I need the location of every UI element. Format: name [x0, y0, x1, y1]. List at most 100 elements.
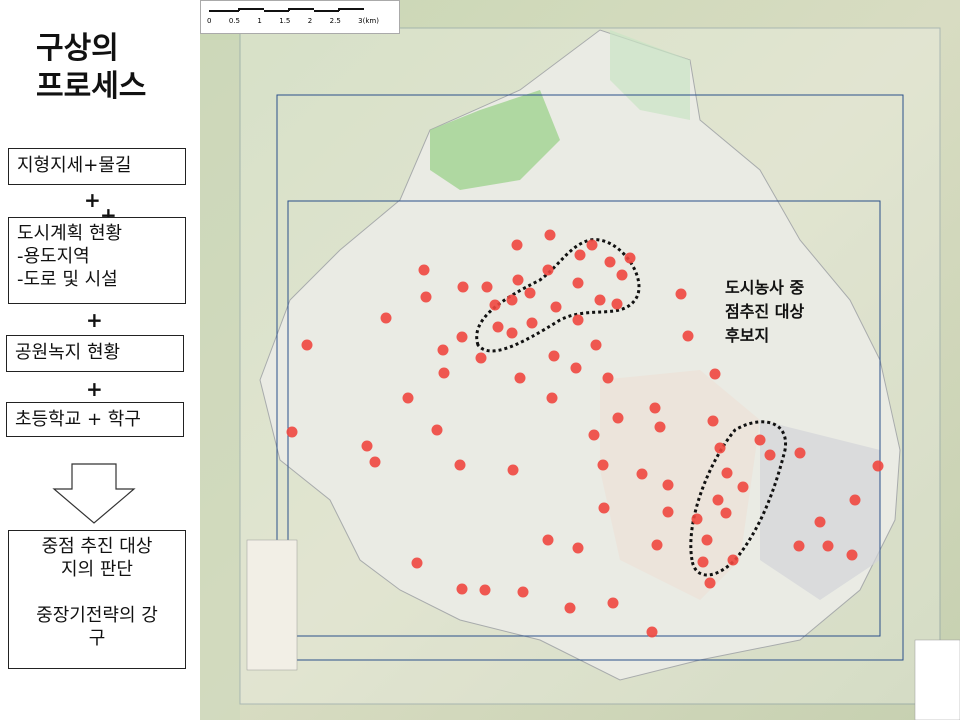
candidate-dot [517, 586, 529, 598]
candidate-dot [612, 412, 624, 424]
candidate-dot [479, 584, 491, 596]
candidate-dot [454, 459, 466, 471]
candidate-dot [492, 321, 504, 333]
candidate-dot [572, 277, 584, 289]
candidate-dot [588, 429, 600, 441]
annotation-line: 점추진 대상 [725, 302, 805, 321]
candidate-dot [574, 249, 586, 261]
candidate-dot [475, 352, 487, 364]
candidate-dot [286, 426, 298, 438]
candidate-dot [506, 294, 518, 306]
candidate-dot [542, 264, 554, 276]
plus-sign: + [86, 308, 103, 332]
candidate-dot [512, 274, 524, 286]
candidate-dot [754, 434, 766, 446]
candidate-outline-east [689, 420, 787, 577]
result-text: 구 [88, 628, 106, 649]
annotation-line: 후보지 [725, 326, 770, 345]
step-urban-plan: 도시계획 현황 -용도지역 -도로 및 시설 [8, 217, 186, 304]
park-area [610, 30, 690, 120]
plus-sign: + [84, 188, 101, 212]
map-edge [200, 40, 240, 720]
candidate-dot [654, 421, 666, 433]
candidate-dot [301, 339, 313, 351]
scale-tick: 1.5 [279, 17, 291, 25]
candidate-dots [286, 229, 884, 638]
frame-inner [287, 200, 881, 637]
candidate-dot [849, 494, 861, 506]
candidate-dot [624, 252, 636, 264]
candidate-dot [506, 327, 518, 339]
candidate-dot [712, 494, 724, 506]
candidate-dot [727, 554, 739, 566]
candidate-dot [794, 447, 806, 459]
candidate-dot [594, 294, 606, 306]
candidate-dot [846, 549, 858, 561]
candidate-dot [597, 459, 609, 471]
candidate-dot [457, 281, 469, 293]
result-text: 중장기전략의 강 [36, 605, 158, 626]
scale-tick: 0 [207, 17, 212, 25]
candidate-dot [586, 239, 598, 251]
candidate-dot [714, 442, 726, 454]
candidate-dot [701, 534, 713, 546]
candidate-dot [369, 456, 381, 468]
candidate-dot [546, 392, 558, 404]
city-map[interactable] [200, 0, 960, 720]
candidate-dot [675, 288, 687, 300]
candidate-dot [514, 372, 526, 384]
candidate-dot [456, 583, 468, 595]
candidate-dot [607, 597, 619, 609]
slide-title: 구상의 프로세스 [36, 30, 146, 106]
step-text: 도시계획 현황 [17, 223, 123, 244]
candidate-dot [662, 479, 674, 491]
scale-tick: 2.5 [329, 17, 341, 25]
candidate-dot [704, 577, 716, 589]
spacer [17, 581, 177, 604]
candidate-dot [544, 229, 556, 241]
candidate-dot [431, 424, 443, 436]
scale-bar-line [209, 8, 364, 12]
candidate-dot [697, 556, 709, 568]
frame-middle [276, 94, 904, 661]
step-text: 지형지세+물길 [17, 155, 132, 176]
candidate-dot [721, 467, 733, 479]
candidate-dot [651, 539, 663, 551]
result-box: 중점 추진 대상 지의 판단 중장기전략의 강 구 [8, 530, 186, 669]
candidate-annotation: 도시농사 중 점추진 대상 후보지 [725, 276, 855, 348]
title-line-2: 프로세스 [36, 69, 147, 104]
result-text: 지의 판단 [61, 559, 133, 580]
candidate-dot [611, 298, 623, 310]
candidate-dot [636, 468, 648, 480]
candidate-dot [707, 415, 719, 427]
candidate-dot [526, 317, 538, 329]
candidate-dot [507, 464, 519, 476]
candidate-dot [872, 460, 884, 472]
candidate-dot [438, 367, 450, 379]
step-parks: 공원녹지 현황 [6, 335, 184, 372]
candidate-dot [481, 281, 493, 293]
candidate-dot [590, 339, 602, 351]
candidate-dot [564, 602, 576, 614]
title-line-1: 구상의 [36, 31, 119, 66]
scale-tick: 0.5 [228, 17, 240, 25]
step-text: 초등학교 + 학구 [15, 409, 141, 430]
candidate-dot [420, 291, 432, 303]
map-canvas [200, 0, 960, 720]
map-legend-right [914, 639, 960, 720]
candidate-dot [649, 402, 661, 414]
candidate-dot [418, 264, 430, 276]
down-arrow-icon [52, 463, 136, 524]
candidate-dot [411, 557, 423, 569]
candidate-dot [548, 350, 560, 362]
candidate-dot [361, 440, 373, 452]
candidate-dot [737, 481, 749, 493]
candidate-dot [572, 542, 584, 554]
candidate-dot [380, 312, 392, 324]
map-legend [246, 539, 298, 671]
scale-tick: 2 [307, 17, 313, 25]
candidate-dot [402, 392, 414, 404]
candidate-dot [709, 368, 721, 380]
candidate-dot [550, 301, 562, 313]
scale-tick: 3(km) [358, 17, 379, 25]
